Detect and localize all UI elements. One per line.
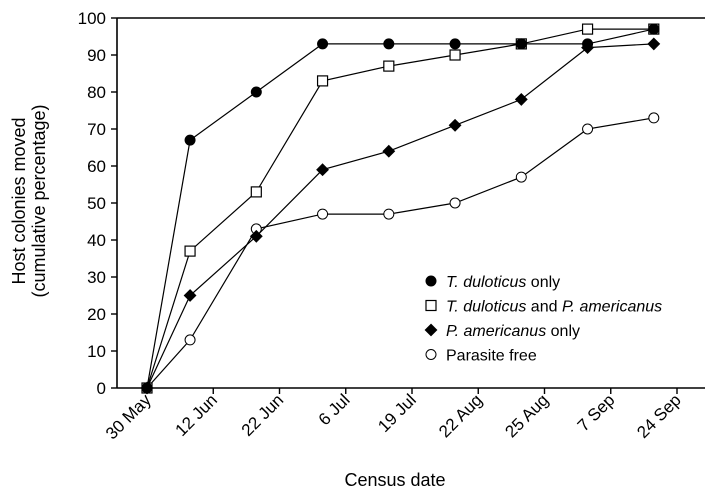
- data-point: [316, 75, 329, 87]
- x-tick-label: 12 Jun: [172, 390, 222, 440]
- data-point: [515, 38, 527, 50]
- x-tick-label: 25 Aug: [501, 390, 552, 441]
- x-tick-label: 24 Sep: [633, 390, 685, 442]
- data-point: [250, 86, 262, 98]
- legend-label: T. duloticus and P. americanus: [446, 299, 662, 316]
- data-point: [184, 134, 196, 146]
- series-line: [146, 117, 654, 389]
- data-point: [317, 208, 329, 220]
- y-tick-label: 60: [87, 157, 106, 176]
- legend-label: T. duloticus only: [446, 274, 560, 291]
- series-4: [141, 112, 660, 394]
- data-point: [183, 289, 197, 302]
- legend-item-1: T. duloticus only: [425, 274, 560, 291]
- data-point: [424, 323, 438, 337]
- x-axis-title: Census date: [344, 470, 445, 490]
- axes: 0 10 20 30 40 50 60 70 80 90 100 30 May 12 Jun 22 Jun…: [78, 9, 705, 443]
- y-tick-label: 80: [87, 83, 106, 102]
- y-tick-label: 90: [87, 46, 106, 65]
- data-point: [648, 23, 660, 35]
- data-point: [383, 60, 395, 72]
- y-axis-title-line-2: (cumulative percentage): [29, 104, 49, 297]
- y-tick-label: 40: [87, 231, 106, 250]
- data-point: [515, 171, 527, 183]
- series-layer: [140, 23, 661, 395]
- y-tick-label: 20: [87, 305, 106, 324]
- legend-label: Parasite free: [446, 348, 537, 365]
- legend-item-2: T. duloticus and P. americanus: [425, 299, 662, 316]
- data-point: [449, 49, 461, 61]
- data-point: [448, 118, 462, 132]
- data-point: [582, 38, 594, 50]
- x-tick-label: 19 Jul: [374, 390, 420, 436]
- y-axis-title-line-1: Host colonies moved: [9, 117, 29, 284]
- data-point: [449, 38, 461, 50]
- data-point: [250, 186, 262, 198]
- x-tick-label: 30 May: [102, 390, 155, 443]
- y-tick-label: 100: [78, 9, 106, 28]
- data-point: [383, 38, 395, 50]
- data-point: [382, 144, 396, 158]
- data-point: [316, 163, 329, 177]
- data-point: [383, 208, 395, 220]
- y-tick-label: 10: [87, 342, 106, 361]
- data-point: [317, 38, 329, 50]
- series-2: [141, 23, 660, 394]
- data-point: [647, 37, 661, 51]
- series-3: [140, 37, 661, 395]
- legend-item-4: Parasite free: [425, 348, 537, 365]
- data-point: [648, 112, 660, 124]
- data-point: [425, 299, 437, 312]
- x-tick-label: 22 Aug: [435, 390, 486, 441]
- data-point: [249, 229, 263, 243]
- data-point: [449, 197, 461, 209]
- data-point: [514, 92, 528, 106]
- x-tick-label: 6 Jul: [315, 390, 354, 429]
- y-tick-label: 30: [87, 268, 106, 287]
- data-point: [425, 349, 437, 360]
- data-point: [582, 123, 594, 135]
- y-tick-label: 0: [97, 379, 106, 398]
- legend-item-3: P. americanus only: [424, 323, 580, 340]
- y-tick-label: 70: [87, 120, 106, 139]
- y-axis-title: Host colonies moved (cumulative percenta…: [9, 104, 49, 297]
- data-point: [581, 23, 594, 35]
- x-tick-label: 22 Jun: [238, 390, 288, 440]
- data-point: [425, 275, 437, 287]
- x-tick-label: 7 Sep: [574, 390, 619, 435]
- data-point: [141, 382, 153, 394]
- legend: T. duloticus only T. duloticus and P. ame…: [424, 274, 662, 365]
- series-1: [141, 23, 660, 394]
- y-tick-label: 50: [87, 194, 106, 213]
- data-point: [184, 334, 196, 346]
- data-point: [184, 245, 196, 257]
- legend-label: P. americanus only: [446, 323, 580, 340]
